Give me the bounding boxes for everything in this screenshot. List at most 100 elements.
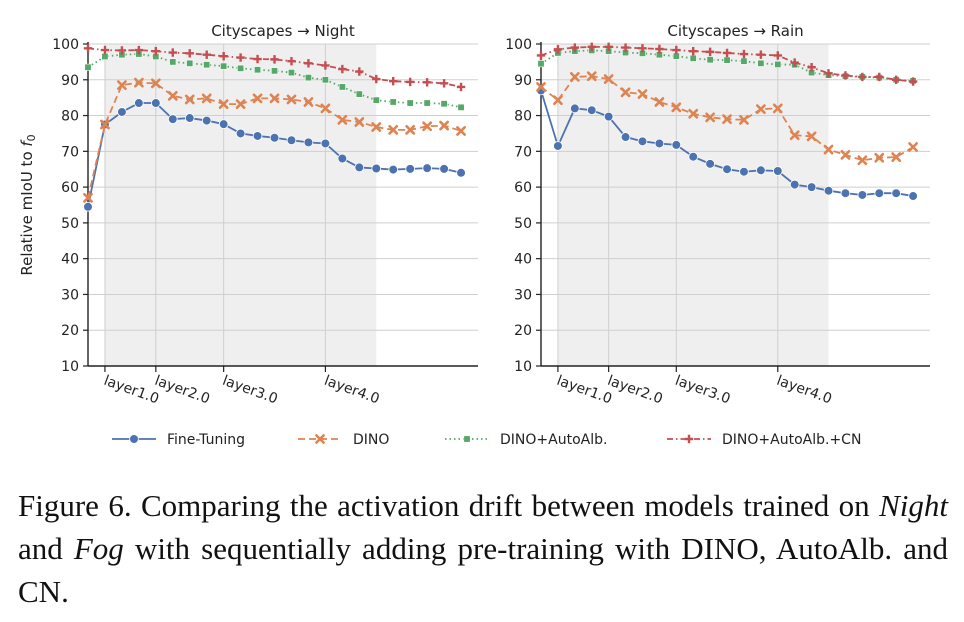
y-tick-label: 30	[514, 287, 532, 303]
data-point	[569, 72, 580, 82]
y-tick-label: 90	[514, 73, 532, 89]
data-point	[388, 164, 399, 175]
data-point	[705, 159, 715, 169]
data-point	[789, 179, 800, 190]
data-point	[338, 64, 347, 74]
x-tick-label: layer1.0	[555, 373, 614, 408]
data-point	[235, 128, 246, 139]
data-point	[320, 138, 331, 149]
data-point	[388, 124, 399, 135]
x-tick-label: layer4.0	[322, 373, 381, 408]
data-point	[537, 60, 545, 68]
data-point	[354, 162, 365, 173]
data-point	[739, 114, 749, 125]
data-point	[304, 74, 312, 82]
data-point	[789, 130, 800, 141]
data-point	[723, 56, 731, 64]
data-point	[638, 44, 647, 53]
data-point	[167, 114, 178, 124]
data-point	[186, 59, 194, 67]
data-point	[891, 152, 902, 162]
data-point	[536, 51, 546, 60]
data-point	[117, 46, 127, 55]
series-dino	[536, 71, 918, 166]
data-point	[372, 96, 380, 104]
data-point	[286, 135, 297, 146]
data-point	[806, 131, 817, 142]
data-point	[151, 98, 161, 108]
data-point	[134, 98, 144, 108]
data-point	[908, 142, 918, 152]
data-point	[722, 48, 732, 58]
data-point	[151, 46, 161, 56]
data-point	[202, 50, 211, 59]
data-point	[423, 99, 431, 107]
data-point	[553, 95, 563, 106]
data-point	[252, 93, 263, 104]
data-point	[857, 190, 868, 200]
legend-entry-fine-tuning: Fine-Tuning	[112, 432, 245, 448]
data-point	[355, 67, 364, 76]
data-point	[303, 137, 314, 148]
data-point	[150, 78, 161, 89]
data-point	[236, 53, 245, 62]
data-point	[756, 50, 766, 59]
data-point	[620, 132, 631, 142]
data-point	[237, 64, 245, 72]
shaded-region	[104, 44, 377, 366]
series-dino-autoalb-cn	[83, 44, 466, 92]
figure-caption: Figure 6. Comparing the activation drift…	[18, 484, 948, 613]
data-point	[874, 188, 885, 198]
data-point	[774, 60, 782, 68]
data-point	[740, 57, 748, 65]
y-tick-label: 20	[514, 323, 532, 339]
data-point	[688, 151, 699, 162]
data-point	[133, 77, 144, 88]
x-tick-label: layer2.0	[605, 373, 664, 408]
data-point	[337, 153, 348, 164]
data-point	[355, 90, 363, 98]
data-point	[456, 126, 466, 136]
data-point	[908, 191, 918, 201]
data-point	[570, 43, 580, 52]
data-point	[286, 94, 297, 105]
series-dino	[83, 77, 466, 203]
y-tick-label: 100	[505, 37, 532, 53]
legend-entry-dino: DINO	[298, 432, 389, 448]
data-point	[570, 103, 580, 114]
data-point	[405, 124, 416, 135]
data-point	[100, 119, 110, 130]
y-tick-label: 50	[61, 216, 79, 232]
data-point	[167, 90, 178, 101]
data-point	[603, 74, 614, 84]
data-point	[705, 47, 715, 57]
data-point	[439, 79, 449, 88]
data-point	[219, 51, 228, 61]
chart-title: Cityscapes → Night	[211, 22, 355, 40]
data-point	[457, 103, 465, 111]
y-tick-label: 30	[61, 287, 79, 303]
data-point	[689, 54, 697, 62]
data-point	[117, 80, 127, 91]
data-point	[254, 66, 262, 74]
data-point	[654, 138, 665, 149]
y-tick-label: 90	[61, 73, 79, 89]
data-point	[203, 61, 211, 69]
data-point	[100, 45, 110, 55]
data-point	[371, 163, 382, 174]
data-point	[840, 188, 851, 198]
data-point	[83, 44, 93, 53]
data-point	[806, 182, 817, 192]
data-point	[422, 121, 433, 132]
data-point	[372, 74, 381, 84]
data-point	[671, 140, 682, 150]
data-point	[439, 164, 449, 174]
data-point	[337, 114, 348, 125]
data-point	[218, 119, 229, 129]
data-point	[553, 141, 563, 151]
data-point	[405, 164, 415, 174]
data-point	[440, 100, 448, 108]
data-point	[739, 166, 749, 177]
data-point	[739, 49, 749, 59]
data-point	[220, 62, 228, 70]
